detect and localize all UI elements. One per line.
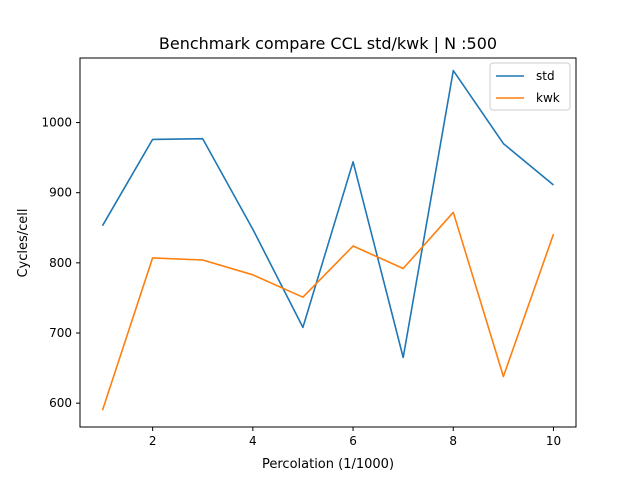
x-tick-label: 4 — [249, 434, 257, 448]
x-tick-label: 6 — [349, 434, 357, 448]
series-line-std — [101, 69, 555, 359]
y-axis-ticks: 600 700 800 900 1000 — [41, 116, 80, 410]
series-line-kwk — [101, 211, 555, 411]
x-tick-label: 2 — [149, 434, 157, 448]
legend-label-std: std — [536, 69, 555, 83]
chart-title: Benchmark compare CCL std/kwk | N :500 — [159, 34, 497, 53]
y-tick-label: 600 — [49, 396, 72, 410]
y-tick-label: 800 — [49, 256, 72, 270]
series-layer — [101, 69, 555, 411]
y-tick-label: 1000 — [41, 116, 72, 130]
y-tick-label: 900 — [49, 186, 72, 200]
x-axis-ticks: 2 4 6 8 10 — [149, 427, 561, 448]
y-tick-label: 700 — [49, 326, 72, 340]
x-tick-label: 10 — [546, 434, 561, 448]
x-tick-label: 8 — [449, 434, 457, 448]
x-axis-label: Percolation (1/1000) — [262, 457, 394, 472]
legend: std kwk — [489, 62, 571, 111]
y-axis-label: Cycles/cell — [16, 208, 31, 277]
legend-label-kwk: kwk — [536, 91, 560, 105]
plot-frame — [79, 57, 577, 428]
